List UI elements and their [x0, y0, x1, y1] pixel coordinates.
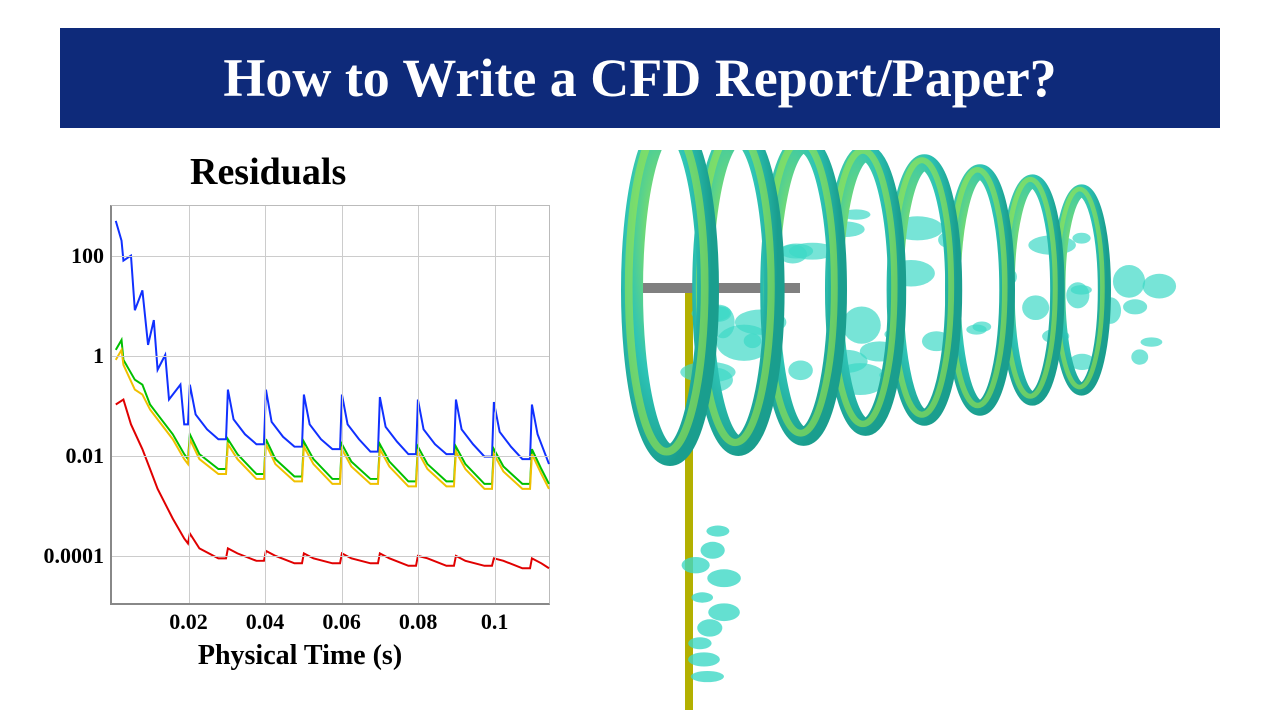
wake-blob — [1072, 233, 1090, 244]
tower-wake-blob — [682, 557, 710, 573]
wake-blob — [1066, 282, 1089, 308]
tower-wake-blob — [707, 569, 741, 587]
wake-blob — [843, 306, 881, 343]
tower-wake-blob — [708, 603, 740, 621]
wake-blob — [1123, 299, 1147, 314]
x-axis-title: Physical Time (s) — [20, 640, 580, 672]
wake-blob — [1113, 265, 1145, 298]
gridline-v — [265, 206, 266, 603]
residuals-chart: Residuals 0.020.040.060.080.10.00010.011… — [20, 150, 580, 710]
gridline-h — [112, 456, 549, 457]
series-x-momentum — [116, 340, 549, 484]
x-tick-label: 0.06 — [322, 609, 361, 635]
x-tick-label: 0.1 — [481, 609, 509, 635]
x-tick-label: 0.02 — [169, 609, 208, 635]
gridline-h — [112, 356, 549, 357]
tower-wake-blob — [691, 592, 713, 602]
gridline-h — [112, 556, 549, 557]
tower-wake-blob — [688, 637, 711, 649]
plot-svg — [112, 206, 549, 603]
gridline-v — [189, 206, 190, 603]
y-tick-label: 1 — [93, 343, 104, 369]
gridline-h — [112, 256, 549, 257]
title-banner: How to Write a CFD Report/Paper? — [60, 28, 1220, 128]
helix-vortex-svg — [590, 150, 1270, 710]
title-text: How to Write a CFD Report/Paper? — [223, 47, 1056, 109]
wake-blob — [1022, 295, 1049, 320]
wake-blob — [788, 361, 813, 381]
tower-wake-blob — [697, 619, 722, 636]
plot-region: 0.020.040.060.080.10.00010.011100 — [110, 205, 550, 605]
y-tick-label: 0.01 — [66, 443, 105, 469]
gridline-v — [342, 206, 343, 603]
tower-wake-blob — [706, 526, 729, 537]
chart-title: Residuals — [190, 150, 346, 194]
series-continuity — [116, 221, 549, 464]
wake-blob — [1131, 349, 1148, 364]
tower-wake-blob — [701, 542, 725, 559]
series-y-momentum — [116, 350, 549, 489]
tower-wake-blob — [691, 671, 724, 682]
gridline-v — [495, 206, 496, 603]
y-tick-label: 100 — [71, 243, 104, 269]
wake-blob — [1143, 274, 1177, 299]
tower-wake-blob — [688, 652, 720, 666]
y-tick-label: 0.0001 — [44, 543, 105, 569]
wake-blob — [966, 325, 986, 335]
gridline-v — [418, 206, 419, 603]
x-tick-label: 0.08 — [399, 609, 438, 635]
x-tick-label: 0.04 — [246, 609, 285, 635]
cfd-visualization — [590, 150, 1270, 710]
wake-blob — [1141, 337, 1163, 346]
